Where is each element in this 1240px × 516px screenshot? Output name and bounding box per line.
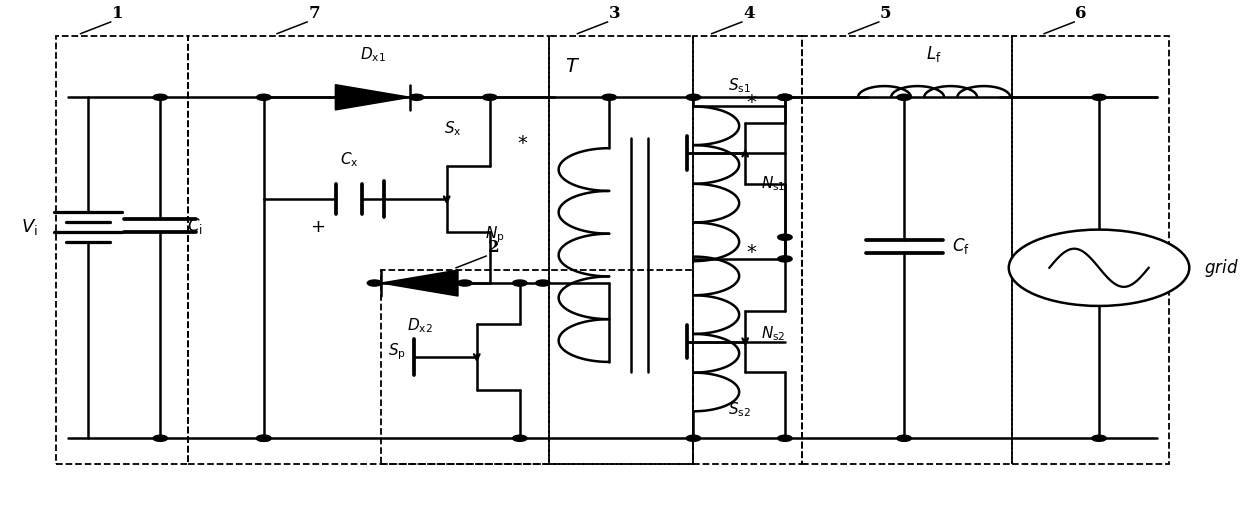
Text: *: * [517,134,527,153]
Polygon shape [381,270,458,296]
Text: $N_\mathrm{s2}$: $N_\mathrm{s2}$ [761,325,785,343]
Circle shape [601,94,616,100]
Text: $D_\mathrm{x1}$: $D_\mathrm{x1}$ [360,45,386,64]
Circle shape [1091,94,1106,100]
Circle shape [409,94,424,100]
Text: $C_\mathrm{i}$: $C_\mathrm{i}$ [187,216,202,235]
Circle shape [257,435,272,441]
Circle shape [777,435,792,441]
Bar [381,270,693,464]
Text: $S_\mathrm{p}$: $S_\mathrm{p}$ [388,342,407,362]
Text: $S_\mathrm{x}$: $S_\mathrm{x}$ [444,119,461,138]
Text: $S_\mathrm{s2}$: $S_\mathrm{s2}$ [728,400,750,419]
Text: 6: 6 [1075,5,1087,22]
Text: +: + [310,218,325,236]
Text: $C_\mathrm{x}$: $C_\mathrm{x}$ [340,150,358,169]
Text: 4: 4 [743,5,754,22]
Circle shape [897,435,911,441]
Bar [56,36,188,464]
Circle shape [458,280,472,286]
Text: $S_\mathrm{s1}$: $S_\mathrm{s1}$ [728,76,750,95]
Text: 7: 7 [309,5,320,22]
Text: *: * [746,92,756,111]
Text: 5: 5 [880,5,892,22]
Circle shape [1009,230,1189,306]
Text: $T$: $T$ [564,58,580,76]
Circle shape [257,94,272,100]
Bar [188,36,549,464]
Text: $grid$: $grid$ [1204,257,1239,279]
Circle shape [512,280,527,286]
Text: 1: 1 [112,5,123,22]
Text: $D_\mathrm{x2}$: $D_\mathrm{x2}$ [407,316,433,335]
Circle shape [153,94,167,100]
Bar [693,36,802,464]
Bar [1012,36,1169,464]
Circle shape [153,435,167,441]
Circle shape [257,435,272,441]
Text: $V_\mathrm{i}$: $V_\mathrm{i}$ [21,217,37,237]
Bar [549,36,693,464]
Text: 2: 2 [487,239,498,256]
Polygon shape [335,85,410,110]
Circle shape [1091,435,1106,441]
Circle shape [777,94,792,100]
Text: $C_\mathrm{f}$: $C_\mathrm{f}$ [952,236,970,256]
Bar [802,36,1012,464]
Circle shape [367,280,382,286]
Text: $L_\mathrm{f}$: $L_\mathrm{f}$ [926,44,942,64]
Circle shape [686,435,701,441]
Circle shape [777,94,792,100]
Circle shape [512,435,527,441]
Text: *: * [746,243,756,262]
Text: $N_\mathrm{s1}$: $N_\mathrm{s1}$ [761,174,785,193]
Circle shape [536,280,551,286]
Circle shape [777,234,792,240]
Circle shape [777,256,792,262]
Text: $N_\mathrm{p}$: $N_\mathrm{p}$ [485,224,505,245]
Circle shape [897,94,911,100]
Circle shape [482,94,497,100]
Text: 3: 3 [609,5,620,22]
Circle shape [686,94,701,100]
